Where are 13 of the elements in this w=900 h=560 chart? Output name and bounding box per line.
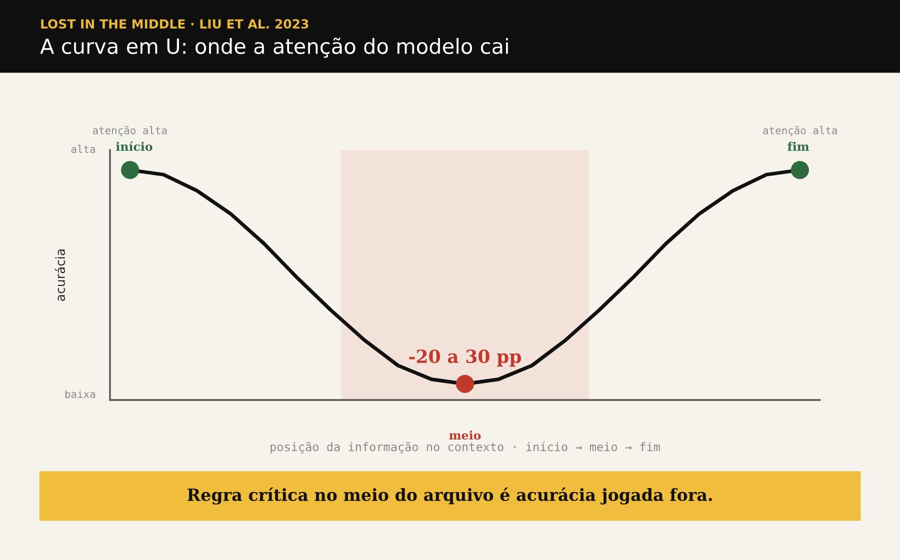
text: alta [71,144,95,154]
text: meio [449,430,481,440]
chart-subtitle: LOST IN THE MIDDLE · LIU ET AL. 2023 [41,19,308,29]
text: atenção alta [92,126,167,136]
chart-title: A curva em U: onde a atenção do modelo cai [40,38,508,58]
text: atenção alta [763,126,837,136]
text: fim [788,142,810,151]
x-axis-title: posição da informação no contexto · início → meio → fim [270,442,660,454]
text: Regra crítica no meio do arquivo é acurácia jogada fora. [187,487,712,505]
text: baixa [65,390,95,398]
annotation: -20 a 30 pp [409,350,522,367]
text: início [116,141,152,151]
y-axis-title: acurácia [54,250,65,301]
